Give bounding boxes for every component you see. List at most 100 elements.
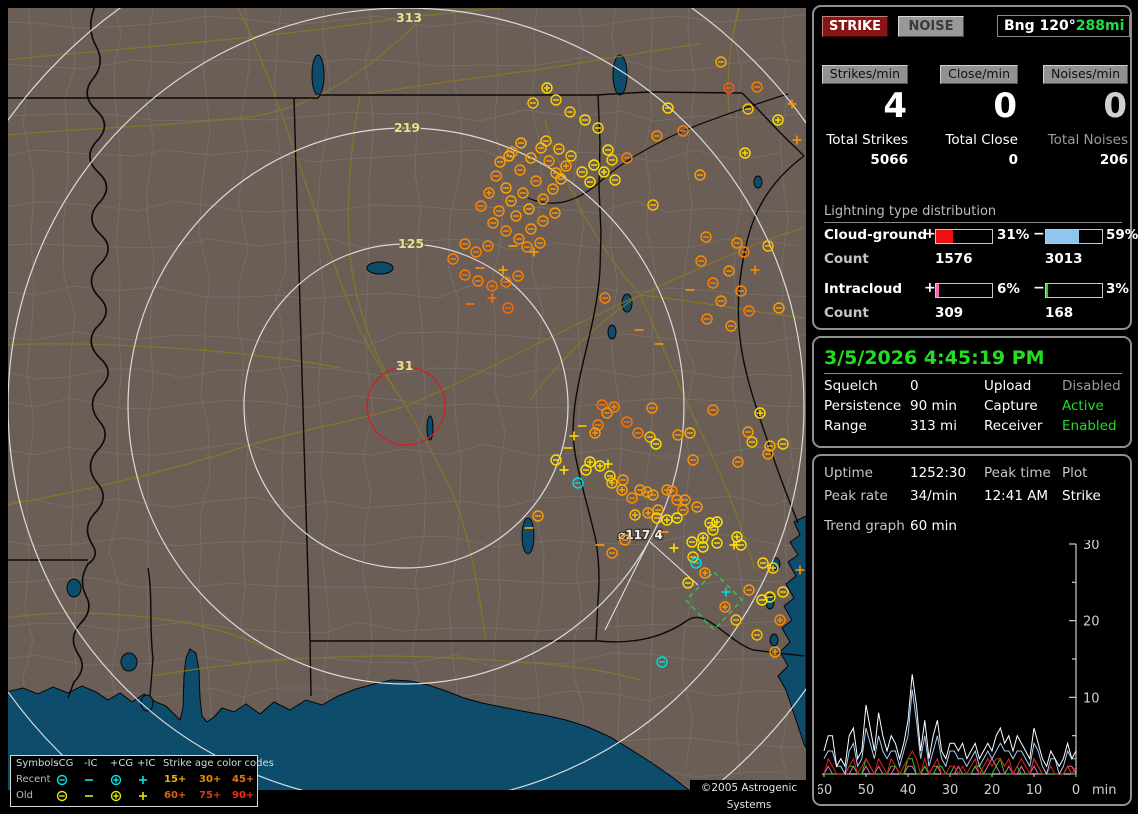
noises-per-min-button[interactable]: Noises/min [1043, 65, 1128, 84]
pos-cg-strike [608, 401, 620, 413]
close-per-min-button[interactable]: Close/min [940, 65, 1018, 84]
neg-cg-strike [756, 594, 768, 606]
range-value: 313 mi [910, 418, 957, 434]
neg-cg-strike [505, 195, 517, 207]
neg-cg-strike [580, 464, 592, 476]
trend-panel: Uptime 1252:30 Peak time Plot Peak rate … [812, 454, 1132, 806]
legend-age-75: 75+ [199, 790, 222, 801]
pos-cg-strike [767, 562, 779, 574]
trend-series-total-strikes [823, 674, 1077, 768]
noise-button[interactable]: NOISE [898, 16, 964, 37]
neg-cg-strike [459, 238, 471, 250]
uptime-value: 1252:30 [910, 465, 967, 481]
neg-cg-strike [576, 166, 588, 178]
neg-cg-strike [527, 97, 539, 109]
neg-cg-strike [565, 150, 577, 162]
pos-cg-strike [541, 82, 553, 94]
neg-cg-strike [647, 489, 659, 501]
la-ms-border [8, 559, 154, 697]
neg-cg-strike [690, 557, 702, 569]
neg-cg-strike [757, 557, 769, 569]
y-tick-20: 20 [1083, 615, 1100, 630]
strike-map[interactable]: 313 219 125 31 ⌀117 4 [8, 8, 806, 790]
neg-cg-strike [715, 56, 727, 68]
neg-cg-strike [564, 106, 576, 118]
pos-cg-strike [560, 160, 572, 172]
y-tick-30: 30 [1083, 540, 1100, 553]
neg-cg-strike [662, 102, 674, 114]
neg-cg-strike [596, 399, 608, 411]
strikes-per-min-button[interactable]: Strikes/min [821, 65, 908, 84]
strike-button[interactable]: STRIKE [822, 16, 888, 37]
noises-column: Noises/min 0 Total Noises 206 [1038, 63, 1128, 168]
distribution-title: Lightning type distribution [824, 204, 1122, 223]
noises-rate: 0 [1103, 86, 1128, 126]
neg-cg-strike [711, 537, 723, 549]
uptime-label: Uptime [824, 465, 873, 481]
neg-cg-strike [459, 269, 471, 281]
plot-mode-value[interactable]: Strike [1062, 488, 1101, 504]
tennessee-border [8, 91, 743, 99]
ic-neg-count: 168 [1045, 305, 1074, 321]
ic-pos-bar [935, 283, 993, 298]
neg-cg-strike [550, 94, 562, 106]
neg-cg-strike [743, 305, 755, 317]
neg-cg-strike [482, 240, 494, 252]
neg-cg-strike [486, 280, 498, 292]
neg-cg-strike [777, 438, 789, 450]
neg-cg-strike [584, 176, 596, 188]
cg-neg-bar [1045, 229, 1103, 244]
close-column: Close/min 0 Total Close 0 [928, 63, 1018, 168]
gulf-of-mexico [8, 648, 690, 790]
legend-col-pic: +IC [137, 758, 156, 769]
neg-cg-strike [621, 416, 633, 428]
pos-cg-strike [697, 532, 709, 544]
bearing-distance-display: Bng 120° 288mi [997, 15, 1130, 37]
cg-pos-count: 1576 [935, 251, 973, 267]
neg-cg-strike [604, 470, 616, 482]
neg-cg-strike [517, 187, 529, 199]
neg-cg-strike [697, 541, 709, 553]
neg-cg-strike [523, 203, 535, 215]
trend-series-cg-negative [823, 689, 1076, 776]
neg-cg-strike [732, 456, 744, 468]
total-noises-value: 206 [1099, 152, 1128, 168]
neg-cg-strike [644, 431, 656, 443]
pos-cg-strike [642, 507, 654, 519]
neg-cg-strike [677, 125, 689, 137]
pos-ic-strike [750, 265, 760, 275]
pos-ic-strike [487, 293, 497, 303]
neg-cg-strike [470, 246, 482, 258]
neg-cg-strike [503, 150, 515, 162]
neg-cg-strike [521, 241, 533, 253]
neg-cg-strike [738, 246, 750, 258]
squelch-label: Squelch [824, 378, 878, 394]
stats-panel: STRIKE NOISE Bng 120° 288mi Strikes/min … [812, 5, 1138, 330]
neg-cg-strike [746, 436, 758, 448]
trend-window-value[interactable]: 60 min [910, 518, 957, 534]
neg-cg-strike [606, 547, 618, 559]
neg-cg-strike [751, 629, 763, 641]
neg-cg-strike [572, 477, 584, 489]
neg-cg-strike [671, 512, 683, 524]
strike-symbols [447, 56, 805, 668]
pos-ic-strike [498, 265, 508, 275]
neg-cg-strike [723, 82, 735, 94]
y-tick-10: 10 [1083, 691, 1100, 706]
neg-cg-strike [619, 534, 631, 546]
ic-count-label: Count [824, 305, 869, 321]
neg-cg-strike [513, 233, 525, 245]
cg-neg-count: 3013 [1045, 251, 1083, 267]
cloud-ground-label: Cloud-ground [824, 227, 928, 243]
pos-cg-strike [598, 166, 610, 178]
pos-ic-strike [559, 465, 569, 475]
pos-cg-strike [483, 187, 495, 199]
map-land [8, 8, 806, 790]
legend-symbols-title: Symbols [16, 758, 59, 769]
neg-cg-strike [773, 302, 785, 314]
neg-cg-strike [735, 285, 747, 297]
pos-cg-strike [629, 509, 641, 521]
neg-cg-strike [687, 454, 699, 466]
capture-value: Active [1062, 398, 1104, 414]
pos-ic-strike [669, 543, 679, 553]
